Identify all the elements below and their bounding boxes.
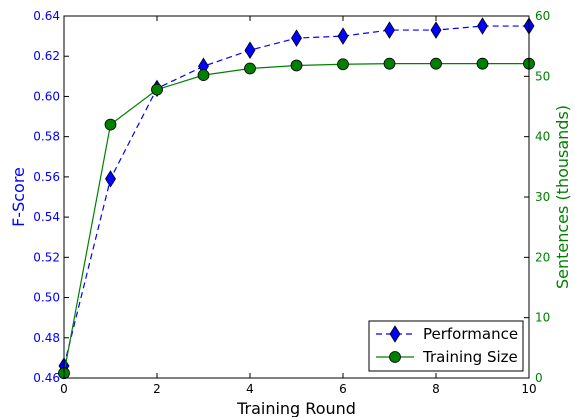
y-right-tick-label: 30: [535, 190, 550, 204]
y-axis-right-title: Sentences (thousands): [553, 105, 572, 289]
plot-frame: [63, 15, 530, 379]
y-left-tick-label: 0.46: [33, 371, 60, 385]
data-point-training-size: [197, 69, 210, 82]
x-tick-label: 10: [521, 382, 536, 396]
data-point-training-size: [337, 58, 349, 71]
data-point-performance: [244, 41, 256, 59]
x-axis-title: Training Round: [236, 399, 356, 417]
y-left-tick-label: 0.48: [33, 331, 60, 345]
data-point-training-size: [244, 62, 256, 75]
ticks-layer: 0 2 4 6 8 10 0.46 0.48 0.50 0.52 0.54 0.56 0.58 0.60 0…: [33, 9, 550, 396]
data-point-performance: [105, 170, 116, 188]
data-point-training-size: [383, 57, 396, 70]
y-right-tick-label: 60: [535, 9, 550, 23]
data-point-performance: [337, 27, 349, 45]
y-left-tick-label: 0.64: [33, 9, 60, 23]
legend-marker-circle: [389, 351, 401, 363]
y-right-tick-label: 40: [535, 130, 550, 144]
y-left-tick-label: 0.54: [33, 210, 60, 224]
y-left-tick-label: 0.58: [33, 130, 60, 144]
legend-entry-training-size: Training Size: [376, 348, 518, 366]
series-line-performance: [63, 25, 529, 367]
y-right-tick-label: 0: [535, 371, 543, 385]
data-point-training-size: [430, 57, 442, 70]
data-point-performance: [384, 21, 395, 39]
y-left-tick-label: 0.52: [33, 250, 60, 264]
x-tick-label: 2: [153, 382, 161, 396]
data-point-performance: [477, 17, 488, 35]
legend-label-training-size: Training Size: [422, 348, 518, 366]
legend-label-performance: Performance: [423, 325, 518, 343]
x-tick-label: 6: [339, 382, 347, 396]
x-tick-label: 8: [432, 382, 440, 396]
y-left-tick-label: 0.62: [33, 49, 60, 63]
data-point-training-size: [151, 83, 163, 96]
legend-marker-diamond: [389, 325, 401, 343]
y-left-tick-label: 0.50: [33, 291, 60, 305]
y-axis-left-title: F-Score: [9, 167, 28, 227]
legend-entry-performance: Performance: [376, 325, 518, 343]
y-right-tick-label: 50: [535, 69, 550, 83]
y-right-tick-label: 20: [535, 250, 550, 264]
data-point-training-size: [290, 59, 303, 72]
y-left-tick-label: 0.60: [33, 89, 60, 103]
x-tick-label: 4: [246, 382, 254, 396]
y-right-tick-label: 10: [535, 311, 550, 325]
data-point-training-size: [104, 118, 117, 131]
data-point-performance: [291, 29, 302, 47]
data-point-training-size: [476, 57, 489, 70]
data-point-performance: [430, 21, 442, 39]
legend: Performance Training Size: [368, 320, 524, 372]
x-tick-label: 0: [60, 382, 68, 396]
y-left-tick-label: 0.56: [33, 170, 60, 184]
